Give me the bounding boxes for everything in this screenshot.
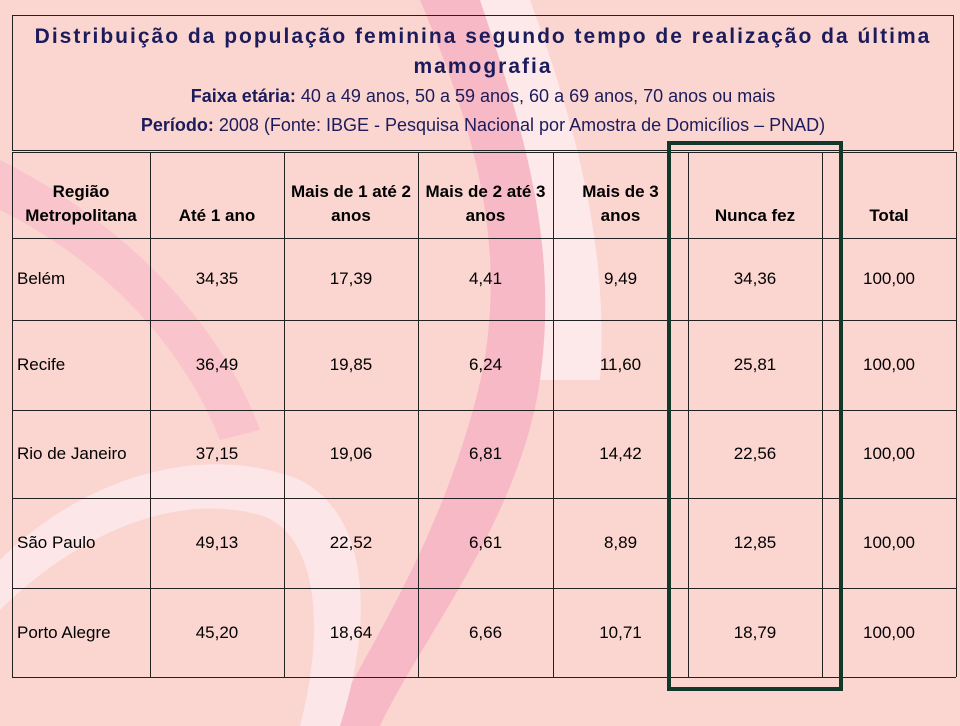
table-cell: 100,00: [863, 444, 915, 463]
table-cell: 22,52: [329, 533, 373, 552]
column-header-text: Até 1 ano: [178, 206, 256, 225]
column-header-text: Nunca fez: [714, 206, 796, 225]
column-header: Até 1 ano: [150, 152, 284, 238]
table-cell: 6,61: [468, 533, 503, 552]
row-label: São Paulo: [17, 533, 96, 552]
row-label: Porto Alegre: [17, 622, 111, 642]
subtitle-label: Período:: [140, 115, 214, 135]
title: Distribuição da população feminina segun…: [34, 25, 932, 78]
table-cell: 34,36: [733, 269, 777, 288]
row-border: [12, 320, 956, 321]
table-cell: 100,00: [863, 622, 915, 642]
column-header-text: Mais de 3 anos: [582, 182, 659, 225]
column-border: [12, 152, 13, 677]
column-header: Mais de 2 até 3 anos: [418, 152, 553, 238]
table-cell: 6,81: [468, 444, 503, 463]
table-cell: 36,49: [195, 355, 239, 374]
table-cell: 100,00: [863, 355, 915, 374]
table-cell: 12,85: [733, 533, 777, 552]
table-cell: 49,13: [195, 533, 239, 552]
column-header-text: Total: [869, 206, 909, 225]
row-label: Recife: [17, 355, 66, 374]
column-header: Mais de 1 até 2 anos: [284, 152, 418, 238]
table-cell: 19,06: [329, 444, 373, 463]
table-cell: 18,79: [733, 622, 777, 642]
table-cell: 17,39: [329, 269, 373, 288]
column-border: [284, 152, 285, 677]
column-header-text: Mais de 2 até 3 anos: [425, 182, 546, 225]
column-border: [553, 152, 554, 677]
column-header-text: Mais de 1 até 2 anos: [290, 182, 411, 225]
column-header: Mais de 3 anos: [553, 152, 688, 238]
table-cell: 6,24: [468, 355, 503, 374]
row-border: [12, 238, 956, 239]
subtitle-text: 2008 (Fonte: IBGE - Pesquisa Nacional po…: [218, 115, 826, 135]
column-border: [822, 152, 823, 677]
table-cell: 22,56: [733, 444, 777, 463]
highlight-frame: [667, 141, 843, 691]
column-header-text: Região Metropolitana: [25, 182, 137, 225]
row-border: [12, 677, 956, 678]
table-cell: 4,41: [468, 269, 503, 288]
row-border: [12, 588, 956, 589]
column-border: [956, 152, 957, 677]
table-cell: 45,20: [195, 622, 239, 642]
row-label: Rio de Janeiro: [17, 444, 127, 463]
table-cell: 100,00: [863, 269, 915, 288]
table-cell: 8,89: [603, 533, 638, 552]
table-cell: 34,35: [195, 269, 239, 288]
row-border: [12, 410, 956, 411]
column-header: Total: [822, 152, 956, 238]
table-cell: 11,60: [599, 355, 642, 374]
table-cell: 6,66: [468, 622, 503, 642]
column-header: Nunca fez: [688, 152, 822, 238]
subtitle-text: 40 a 49 anos, 50 a 59 anos, 60 a 69 anos…: [300, 86, 776, 106]
column-border: [150, 152, 151, 677]
table-cell: 10,71: [599, 622, 642, 642]
table-cell: 14,42: [599, 444, 642, 463]
title-box: Distribuição da população feminina segun…: [12, 15, 954, 151]
table-cell: 25,81: [733, 355, 777, 374]
subtitle-line: Período: 2008 (Fonte: IBGE - Pesquisa Na…: [13, 111, 953, 140]
column-border: [688, 152, 689, 677]
subtitle-label: Faixa etária:: [190, 86, 296, 106]
row-label: Belém: [17, 269, 66, 288]
column-header: Região Metropolitana: [12, 152, 150, 238]
subtitle-line: Faixa etária: 40 a 49 anos, 50 a 59 anos…: [13, 82, 953, 111]
row-border: [12, 152, 956, 153]
table-cell: 100,00: [863, 533, 915, 552]
table-cell: 9,49: [603, 269, 638, 288]
table-cell: 19,85: [329, 355, 373, 374]
table-cell: 37,15: [195, 444, 239, 463]
table-cell: 18,64: [329, 622, 373, 642]
row-border: [12, 498, 956, 499]
column-border: [418, 152, 419, 677]
